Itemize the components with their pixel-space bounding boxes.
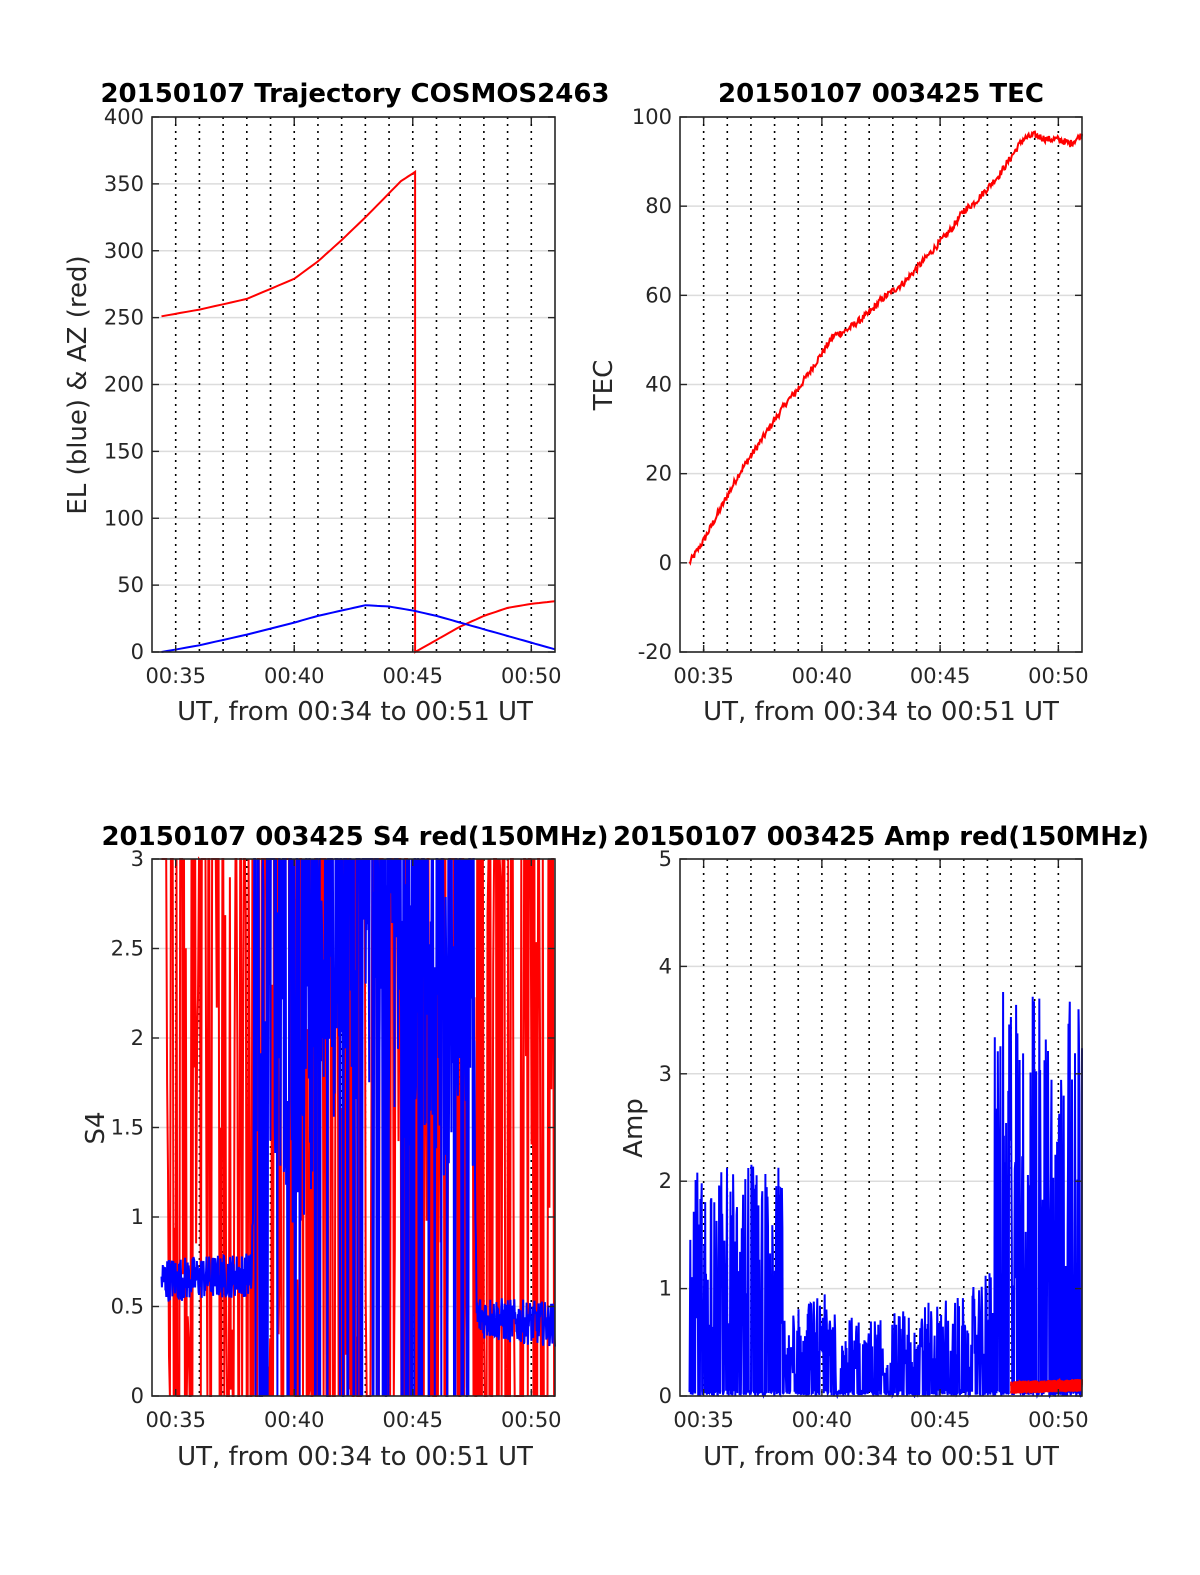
amp-series-blue xyxy=(688,991,1083,1400)
amp-ytick-label: 4 xyxy=(659,954,672,978)
trajectory-xtick-label: 00:40 xyxy=(264,664,325,688)
amp-series-red xyxy=(1010,1377,1083,1395)
s4-ytick-label: 0.5 xyxy=(111,1295,144,1319)
trajectory-series-blue xyxy=(161,604,556,653)
tec-ytick-label: -20 xyxy=(638,640,672,664)
trajectory-ytick-label: 300 xyxy=(104,239,144,263)
trajectory-series-red xyxy=(161,169,556,654)
panel-s4: 0 0.5 1 1.5 2 2.5 3 00:35 00:40 00:45 00:50 UT, fr… xyxy=(81,847,562,1472)
s4-title: 20150107 003425 S4 red(150MHz) xyxy=(101,822,608,852)
amp-series xyxy=(688,991,1083,1400)
tec-axes: -20 0 20 40 60 80 100 00:35 00:40 00:45 00:50 xyxy=(632,105,1089,688)
amp-xtick-label: 00:50 xyxy=(1028,1408,1089,1432)
trajectory-xlabel: UT, from 00:34 to 00:51 UT xyxy=(177,697,533,727)
tec-grid xyxy=(680,116,1082,653)
amp-title: 20150107 003425 Amp red(150MHz) xyxy=(613,822,1149,852)
tec-xtick-label: 00:40 xyxy=(792,664,853,688)
trajectory-title: 20150107 Trajectory COSMOS2463 xyxy=(100,79,609,109)
trajectory-ytick-label: 150 xyxy=(104,439,144,463)
tec-ytick-label: 100 xyxy=(632,105,672,129)
amp-ylabel: Amp xyxy=(619,1098,649,1158)
s4-ytick-label: 3 xyxy=(131,847,144,871)
trajectory-ytick-label: 0 xyxy=(131,640,144,664)
amp-axes: 0 1 2 3 4 5 00:35 00:40 00:45 00:50 xyxy=(659,847,1089,1432)
s4-ylabel: S4 xyxy=(81,1111,111,1144)
amp-ytick-label: 0 xyxy=(659,1384,672,1408)
amp-ytick-label: 2 xyxy=(659,1169,672,1193)
tec-ylabel: TEC xyxy=(589,360,619,411)
trajectory-ytick-label: 350 xyxy=(104,172,144,196)
trajectory-xtick-label: 00:35 xyxy=(145,664,206,688)
s4-ytick-label: 0 xyxy=(131,1384,144,1408)
panel-trajectory: 0 50 100 150 200 250 300 350 400 00:35 00:40 00:45 0… xyxy=(63,79,610,727)
tec-ytick-label: 80 xyxy=(645,194,672,218)
tec-series xyxy=(688,130,1083,566)
amp-ytick-label: 1 xyxy=(659,1277,672,1301)
s4-ytick-label: 2 xyxy=(131,1026,144,1050)
trajectory-ytick-label: 50 xyxy=(117,573,144,597)
s4-axes: 0 0.5 1 1.5 2 2.5 3 00:35 00:40 00:45 00:50 xyxy=(111,847,562,1432)
amp-xtick-label: 00:45 xyxy=(910,1408,971,1432)
amp-ytick-label: 3 xyxy=(659,1062,672,1086)
s4-xtick-label: 00:45 xyxy=(382,1408,443,1432)
s4-ytick-label: 1 xyxy=(131,1205,144,1229)
s4-xtick-label: 00:35 xyxy=(145,1408,206,1432)
amp-ytick-label: 5 xyxy=(659,847,672,871)
tec-xtick-label: 00:35 xyxy=(673,664,734,688)
tec-series-red xyxy=(688,130,1083,566)
trajectory-xtick-label: 00:50 xyxy=(501,664,562,688)
amp-xtick-label: 00:40 xyxy=(792,1408,853,1432)
s4-xtick-label: 00:40 xyxy=(264,1408,325,1432)
trajectory-ytick-label: 200 xyxy=(104,373,144,397)
tec-ytick-label: 40 xyxy=(645,373,672,397)
tec-xtick-label: 00:50 xyxy=(1028,664,1089,688)
trajectory-axes: 0 50 100 150 200 250 300 350 400 00:35 00:40 00:45 0… xyxy=(104,105,562,688)
amp-xlabel: UT, from 00:34 to 00:51 UT xyxy=(703,1442,1059,1472)
tec-xlabel: UT, from 00:34 to 00:51 UT xyxy=(703,697,1059,727)
tec-ytick-label: 0 xyxy=(659,551,672,575)
amp-axes-box xyxy=(679,858,1083,1397)
trajectory-grid xyxy=(152,116,555,653)
trajectory-ytick-label: 100 xyxy=(104,506,144,530)
amp-xtick-label: 00:35 xyxy=(673,1408,734,1432)
s4-xlabel: UT, from 00:34 to 00:51 UT xyxy=(177,1442,533,1472)
s4-ytick-label: 2.5 xyxy=(111,937,144,961)
trajectory-ytick-label: 400 xyxy=(104,105,144,129)
s4-xtick-label: 00:50 xyxy=(501,1408,562,1432)
tec-ytick-label: 20 xyxy=(645,462,672,486)
trajectory-ytick-label: 250 xyxy=(104,306,144,330)
tec-ytick-label: 60 xyxy=(645,283,672,307)
tec-xtick-label: 00:45 xyxy=(910,664,971,688)
trajectory-series xyxy=(161,169,556,654)
trajectory-ylabel: EL (blue) & AZ (red) xyxy=(63,255,93,514)
panel-amp: 0 1 2 3 4 5 00:35 00:40 00:45 00:50 UT, from 00:3… xyxy=(619,847,1089,1472)
s4-ytick-label: 1.5 xyxy=(111,1116,144,1140)
panel-tec: -20 0 20 40 60 80 100 00:35 00:40 00:45 00:50 2015… xyxy=(589,79,1089,727)
trajectory-xtick-label: 00:45 xyxy=(382,664,443,688)
tec-title: 20150107 003425 TEC xyxy=(718,79,1044,109)
